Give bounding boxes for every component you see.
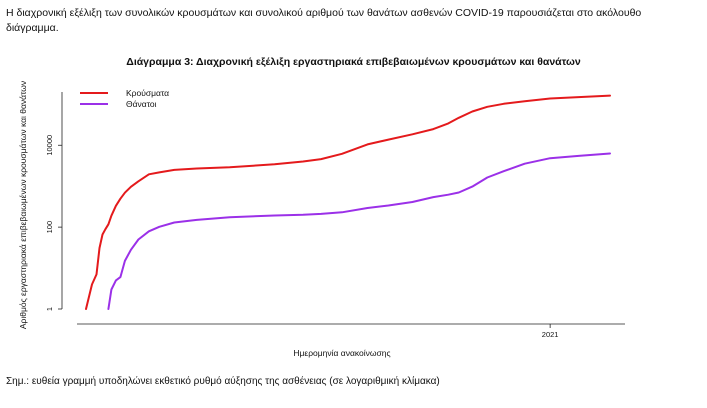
x-tick-label: 2021 — [542, 330, 559, 339]
y-tick-label: 1 — [45, 307, 54, 311]
series-lines — [85, 94, 611, 310]
x-ticks: 2021 — [542, 324, 559, 339]
y-tick-label: 100 — [45, 221, 54, 234]
y-ticks: 1 100 10000 — [45, 135, 62, 311]
legend-label-deaths: Θάνατοι — [126, 99, 157, 109]
y-tick-label: 10000 — [45, 135, 54, 156]
x-axis-label: Ημερομηνία ανακοίνωσης — [293, 348, 390, 358]
chart-title: Διάγραμμα 3: Διαχρονική εξέλιξη εργαστηρ… — [126, 56, 581, 68]
intro-paragraph: Η διαχρονική εξέλιξη των συνολικών κρουσ… — [6, 7, 642, 34]
series-line-deaths — [107, 152, 611, 310]
chart-axes — [61, 92, 625, 325]
y-axis-label: Αριθμός εργαστηριακά επιβεβαιωμένων κρου… — [18, 81, 28, 329]
series-line-cases — [85, 94, 611, 310]
legend-label-cases: Κρούσματα — [126, 88, 169, 98]
footnote: Σημ.: ευθεία γραμμή υποδηλώνει εκθετικό … — [6, 376, 440, 387]
